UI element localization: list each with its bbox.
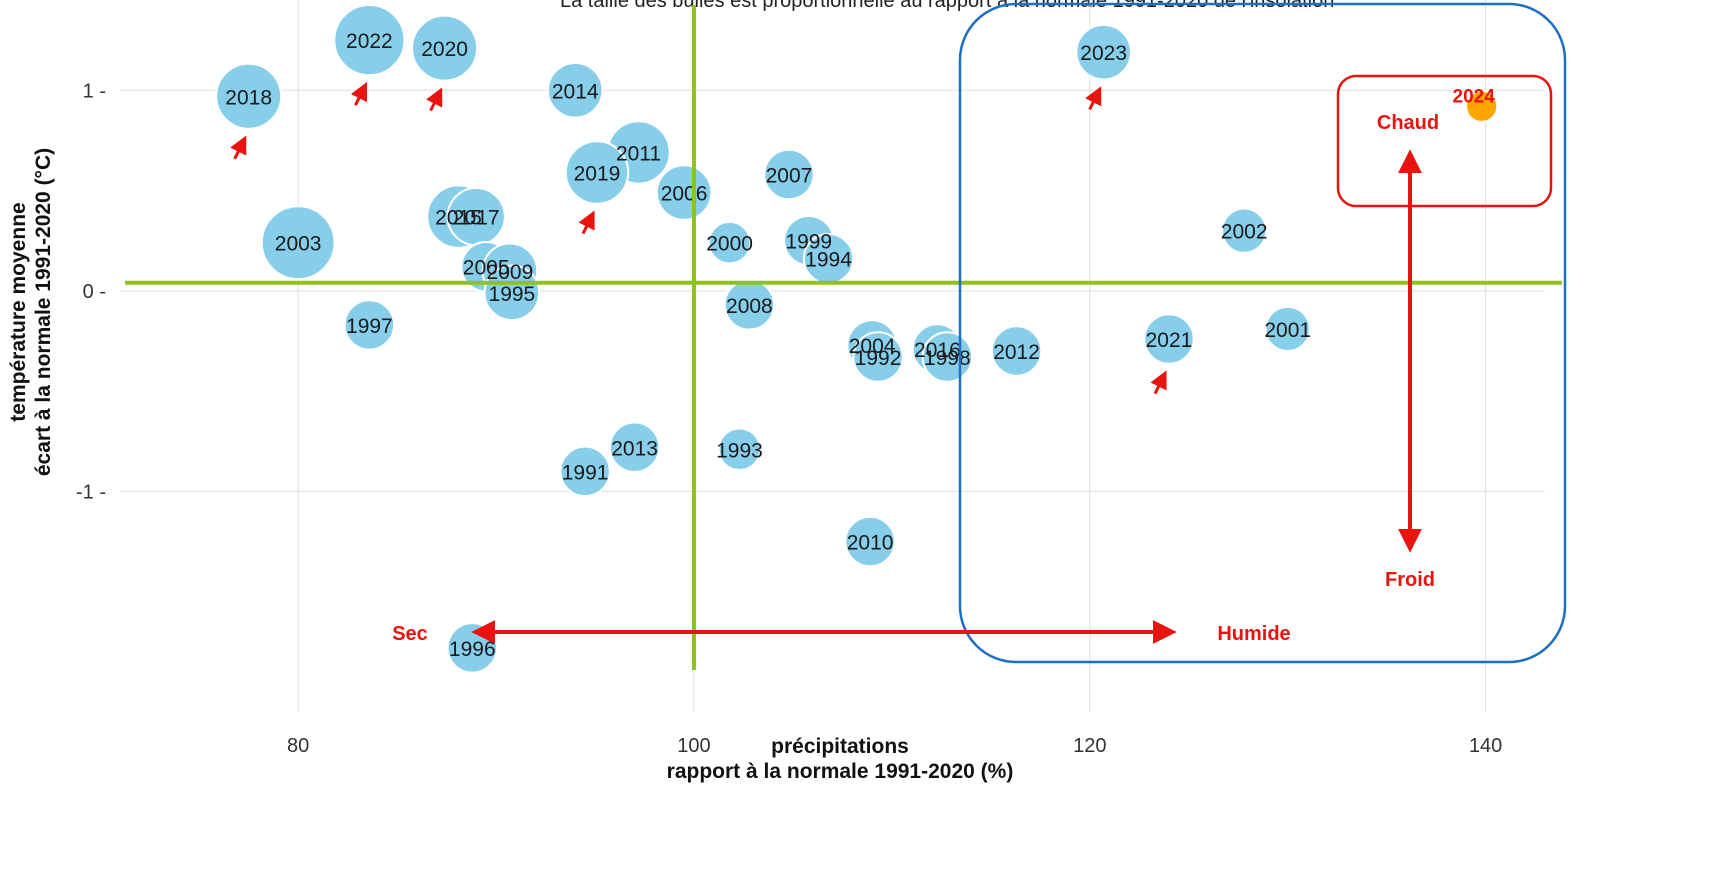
bubble-label-2004: 2004 bbox=[849, 335, 896, 358]
label-sec: Sec bbox=[392, 623, 428, 645]
bubble-label-2017: 2017 bbox=[453, 207, 500, 230]
bubble-label-2001: 2001 bbox=[1264, 319, 1311, 342]
bubble-label-2010: 2010 bbox=[847, 532, 894, 555]
bubble-2021 bbox=[1143, 313, 1195, 365]
bubble-label-2022: 2022 bbox=[346, 30, 393, 53]
x-tick-label-80: 80 bbox=[287, 735, 309, 757]
x-tick-label-100: 100 bbox=[677, 735, 710, 757]
bubble-label-2024: 2024 bbox=[1453, 86, 1496, 107]
bubble-label-2008: 2008 bbox=[726, 295, 773, 318]
bubble-2024 bbox=[1465, 89, 1499, 123]
x-axis-label-line-1: précipitations bbox=[771, 735, 909, 758]
bubble-label-2012: 2012 bbox=[993, 341, 1040, 364]
bubble-2002 bbox=[1221, 207, 1268, 254]
label-humide: Humide bbox=[1217, 623, 1290, 645]
bubble-2003 bbox=[260, 205, 336, 281]
bubble-2013 bbox=[608, 421, 661, 473]
bubble-label-1999: 1999 bbox=[785, 231, 832, 254]
bubble-label-2009: 2009 bbox=[487, 261, 534, 284]
bubble-2007 bbox=[763, 148, 815, 201]
x-tick-label-140: 140 bbox=[1469, 735, 1502, 757]
bubble-2023 bbox=[1075, 23, 1132, 81]
pointer-arrow-2019 bbox=[578, 210, 595, 235]
bubble-2018 bbox=[215, 62, 283, 130]
bubble-2022 bbox=[333, 4, 406, 77]
pointer-arrow-2020 bbox=[426, 87, 443, 112]
bubble-label-1991: 1991 bbox=[562, 461, 609, 484]
bubble-label-2018: 2018 bbox=[225, 86, 272, 109]
bubble-2006 bbox=[655, 164, 713, 221]
x-tick-label-120: 120 bbox=[1073, 735, 1106, 757]
label-chaud: Chaud bbox=[1377, 112, 1439, 134]
y-tick-label-1: 1 - bbox=[83, 80, 106, 102]
bubble-1991 bbox=[559, 445, 611, 498]
bubble-2019 bbox=[564, 140, 630, 205]
bubble-2014 bbox=[546, 61, 604, 119]
bubble-label-1993: 1993 bbox=[716, 439, 763, 462]
bubble-label-2015: 2015 bbox=[435, 207, 482, 230]
bubble-1992 bbox=[852, 331, 904, 383]
bubble-label-2006: 2006 bbox=[661, 183, 708, 206]
bubble-label-2021: 2021 bbox=[1146, 329, 1193, 352]
bubble-2001 bbox=[1264, 305, 1311, 353]
bubble-label-1997: 1997 bbox=[346, 315, 393, 338]
x-axis-label-line-2: rapport à la normale 1991-2020 (%) bbox=[666, 760, 1014, 783]
bubble-label-2020: 2020 bbox=[421, 38, 468, 61]
y-tick-label--1: -1 - bbox=[76, 481, 106, 503]
pointer-arrow-2023 bbox=[1085, 86, 1102, 111]
bubble-label-1995: 1995 bbox=[489, 283, 536, 306]
pointer-arrow-2018 bbox=[230, 135, 247, 160]
pointer-arrow-2021 bbox=[1150, 370, 1167, 395]
bubble-2012 bbox=[990, 325, 1043, 377]
bubble-2008 bbox=[723, 279, 776, 331]
bubble-1993 bbox=[717, 427, 762, 472]
bubble-label-2002: 2002 bbox=[1221, 221, 1268, 244]
bubble-label-2013: 2013 bbox=[611, 437, 658, 460]
bubble-label-2003: 2003 bbox=[275, 233, 322, 256]
bubble-1997 bbox=[343, 299, 396, 351]
bubble-label-2011: 2011 bbox=[616, 142, 661, 165]
x-axis-label: précipitations rapport à la normale 1991… bbox=[560, 734, 1120, 784]
bubble-2010 bbox=[844, 515, 896, 568]
hot-year-box bbox=[1336, 74, 1553, 208]
bubble-label-1996: 1996 bbox=[449, 638, 496, 661]
pointer-arrow-2022 bbox=[350, 81, 367, 106]
label-froid: Froid bbox=[1385, 569, 1435, 591]
bubble-label-2023: 2023 bbox=[1080, 42, 1127, 65]
bubble-label-2019: 2019 bbox=[574, 162, 621, 185]
bubble-label-2000: 2000 bbox=[706, 233, 753, 256]
bubble-label-2007: 2007 bbox=[766, 164, 813, 187]
wet-years-box bbox=[958, 2, 1567, 664]
y-tick-label-0: 0 - bbox=[83, 281, 106, 303]
bubble-1995 bbox=[483, 264, 541, 322]
bubble-label-1994: 1994 bbox=[805, 249, 852, 272]
bubble-2000 bbox=[707, 220, 752, 265]
bubble-label-2005: 2005 bbox=[463, 257, 510, 280]
bubble-label-2014: 2014 bbox=[552, 80, 599, 103]
bubble-label-2016: 2016 bbox=[914, 339, 961, 362]
bubble-label-1998: 1998 bbox=[924, 347, 971, 370]
bubble-label-1992: 1992 bbox=[855, 347, 902, 370]
bubble-2020 bbox=[411, 14, 479, 82]
